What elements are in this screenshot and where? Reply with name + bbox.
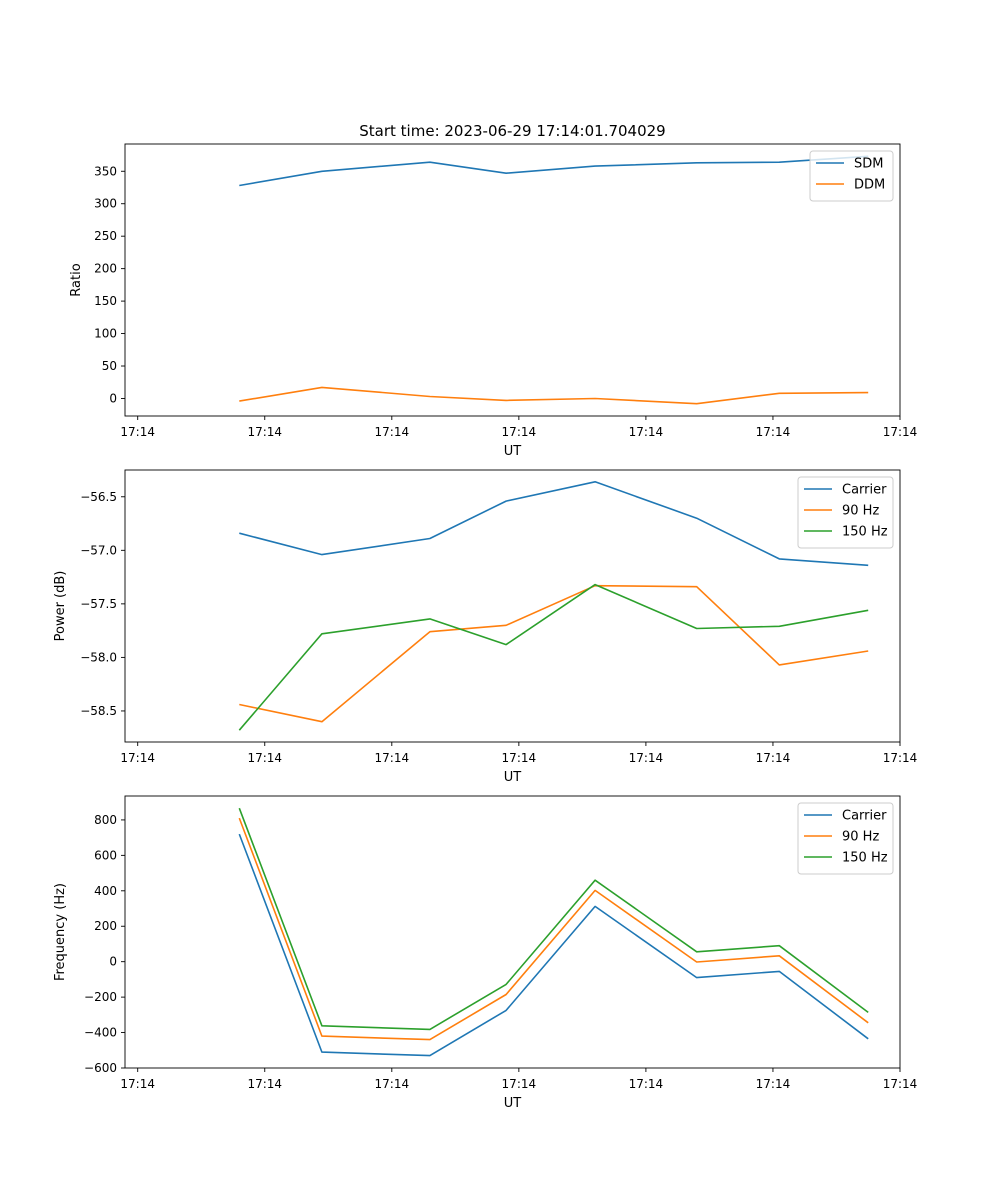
y-tick-label: 300 (94, 197, 117, 211)
y-tick-label: −58.5 (80, 704, 117, 718)
axes-frame (124, 143, 901, 417)
x-axis-label: UT (504, 1096, 522, 1111)
y-tick-label: 50 (102, 359, 117, 373)
y-tick-label: −400 (84, 1026, 117, 1040)
x-tick-label: 17:14 (629, 1077, 664, 1091)
y-tick-label: 150 (94, 294, 117, 308)
y-tick-label: −56.5 (80, 490, 117, 504)
x-tick-label: 17:14 (756, 425, 791, 439)
x-tick-label: 17:14 (883, 751, 918, 765)
legend-label: DDM (854, 178, 885, 193)
x-tick-label: 17:14 (756, 751, 791, 765)
x-tick-label: 17:14 (502, 751, 537, 765)
series-line-150-hz (238, 583, 869, 731)
y-tick-label: 250 (94, 229, 117, 243)
x-tick-label: 17:14 (120, 1077, 155, 1091)
legend: SDM DDM (809, 150, 894, 202)
y-axis-label: Ratio (69, 263, 84, 296)
x-tick-label: 17:14 (502, 425, 537, 439)
series-line-90-hz (239, 584, 869, 723)
x-tick-label: 17:14 (247, 425, 282, 439)
y-axis-label: Frequency (Hz) (53, 883, 68, 981)
y-tick-label: 100 (94, 327, 117, 341)
x-tick-label: 17:14 (629, 751, 664, 765)
legend-label: Carrier (842, 483, 887, 498)
series-line-sdm (239, 155, 869, 187)
series-line-carrier (238, 833, 869, 1057)
legend-label: 90 Hz (842, 504, 879, 519)
axes-frame (124, 469, 901, 743)
y-tick-label: −57.5 (80, 597, 117, 611)
x-tick-label: 17:14 (629, 425, 664, 439)
chart-panel-3: 17:14 17:14 17:14 17:14 17:14 17:14 17:14−600−… (53, 795, 918, 1111)
y-tick-label: 0 (109, 391, 117, 405)
x-tick-label: 17:14 (375, 1077, 410, 1091)
y-tick-label: 0 (109, 955, 117, 969)
axes-frame (124, 795, 901, 1069)
x-tick-label: 17:14 (247, 751, 282, 765)
x-tick-label: 17:14 (883, 1077, 918, 1091)
series-line-90-hz (238, 817, 869, 1041)
series-line-150-hz (238, 807, 869, 1031)
chart-panel-1: 17:14 17:14 17:14 17:14 17:14 17:14 17:14 0 50 10… (69, 143, 918, 459)
y-axis-label: Power (dB) (53, 571, 68, 642)
y-tick-label: −200 (84, 990, 117, 1004)
x-tick-label: 17:14 (756, 1077, 791, 1091)
series-line-carrier (239, 480, 869, 567)
y-tick-label: 800 (94, 813, 117, 827)
y-tick-label: 200 (94, 919, 117, 933)
y-tick-label: −58.0 (80, 650, 117, 664)
y-tick-label: 600 (94, 848, 117, 862)
x-tick-label: 17:14 (247, 1077, 282, 1091)
x-tick-label: 17:14 (120, 751, 155, 765)
legend-label: 150 Hz (842, 525, 888, 540)
y-tick-label: 350 (94, 164, 117, 178)
x-tick-label: 17:14 (120, 425, 155, 439)
y-tick-label: −600 (84, 1061, 117, 1075)
x-tick-label: 17:14 (502, 1077, 537, 1091)
legend-label: 90 Hz (842, 830, 879, 845)
plots: 17:14 17:14 17:14 17:14 17:14 17:14 17:14 0 50 10… (53, 143, 918, 1111)
legend: Carrier 90 Hz 150 Hz (797, 802, 894, 875)
series-line-ddm (239, 386, 869, 405)
x-tick-label: 17:14 (375, 751, 410, 765)
y-tick-label: 200 (94, 262, 117, 276)
figure-title: Start time: 2023-06-29 17:14:01.704029 (359, 122, 665, 140)
legend: Carrier 90 Hz 150 Hz (797, 476, 894, 549)
legend-label: 150 Hz (842, 851, 888, 866)
x-axis-label: UT (504, 444, 522, 459)
x-tick-label: 17:14 (883, 425, 918, 439)
chart-panel-2: 17:14 17:14 17:14 17:14 17:14 17:14 17:14 −58.5… (53, 469, 918, 785)
y-tick-label: −57.0 (80, 543, 117, 557)
legend-label: Carrier (842, 809, 887, 824)
y-tick-label: 400 (94, 884, 117, 898)
x-tick-label: 17:14 (375, 425, 410, 439)
legend-label: SDM (854, 157, 883, 172)
x-axis-label: UT (504, 770, 522, 785)
